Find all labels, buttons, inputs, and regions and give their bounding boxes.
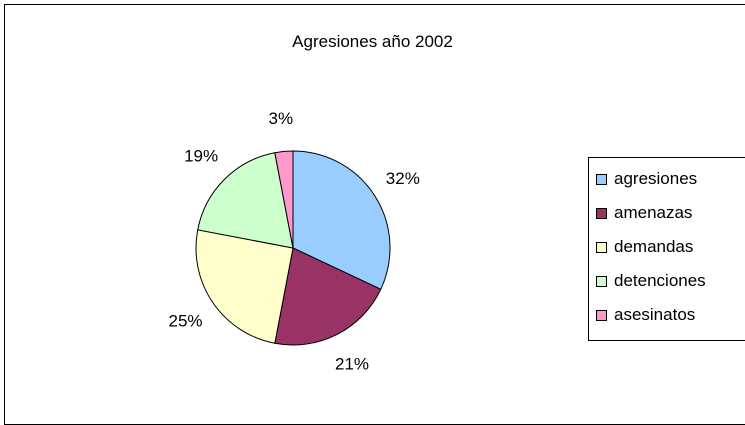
legend-swatch [596,207,607,219]
legend-swatch [596,309,607,321]
data-label-asesinatos: 3% [269,109,294,128]
legend: agresiones amenazas demandas detenciones… [588,157,745,341]
legend-swatch [596,173,607,185]
percent-labels: 32% 21% 25% 19% 3% [168,109,419,373]
legend-label: demandas [614,237,694,256]
legend-item-asesinatos: asesinatos [596,304,695,326]
legend-label: asesinatos [614,305,696,324]
legend-item-amenazas: amenazas [596,202,692,224]
data-label-detenciones: 19% [184,147,218,166]
data-label-agresiones: 32% [386,169,420,188]
legend-swatch [596,275,607,287]
legend-item-detenciones: detenciones [596,270,706,292]
pie-slice-amenazas [274,247,382,346]
pie-slice-detenciones [197,152,294,249]
chart-title: Agresiones año 2002 [292,32,453,51]
legend-item-agresiones: agresiones [596,168,697,190]
legend-item-demandas: demandas [596,236,693,258]
pie-slice-demandas [195,229,294,344]
data-label-demandas: 25% [168,312,202,331]
data-label-amenazas: 21% [335,354,369,373]
pie-slice-asesinatos [274,150,294,249]
pie-slice-agresiones [292,150,391,290]
legend-label: detenciones [614,271,706,290]
pie-slices [195,150,391,346]
legend-label: agresiones [614,169,698,188]
legend-label: amenazas [614,203,693,222]
legend-swatch [596,241,607,253]
